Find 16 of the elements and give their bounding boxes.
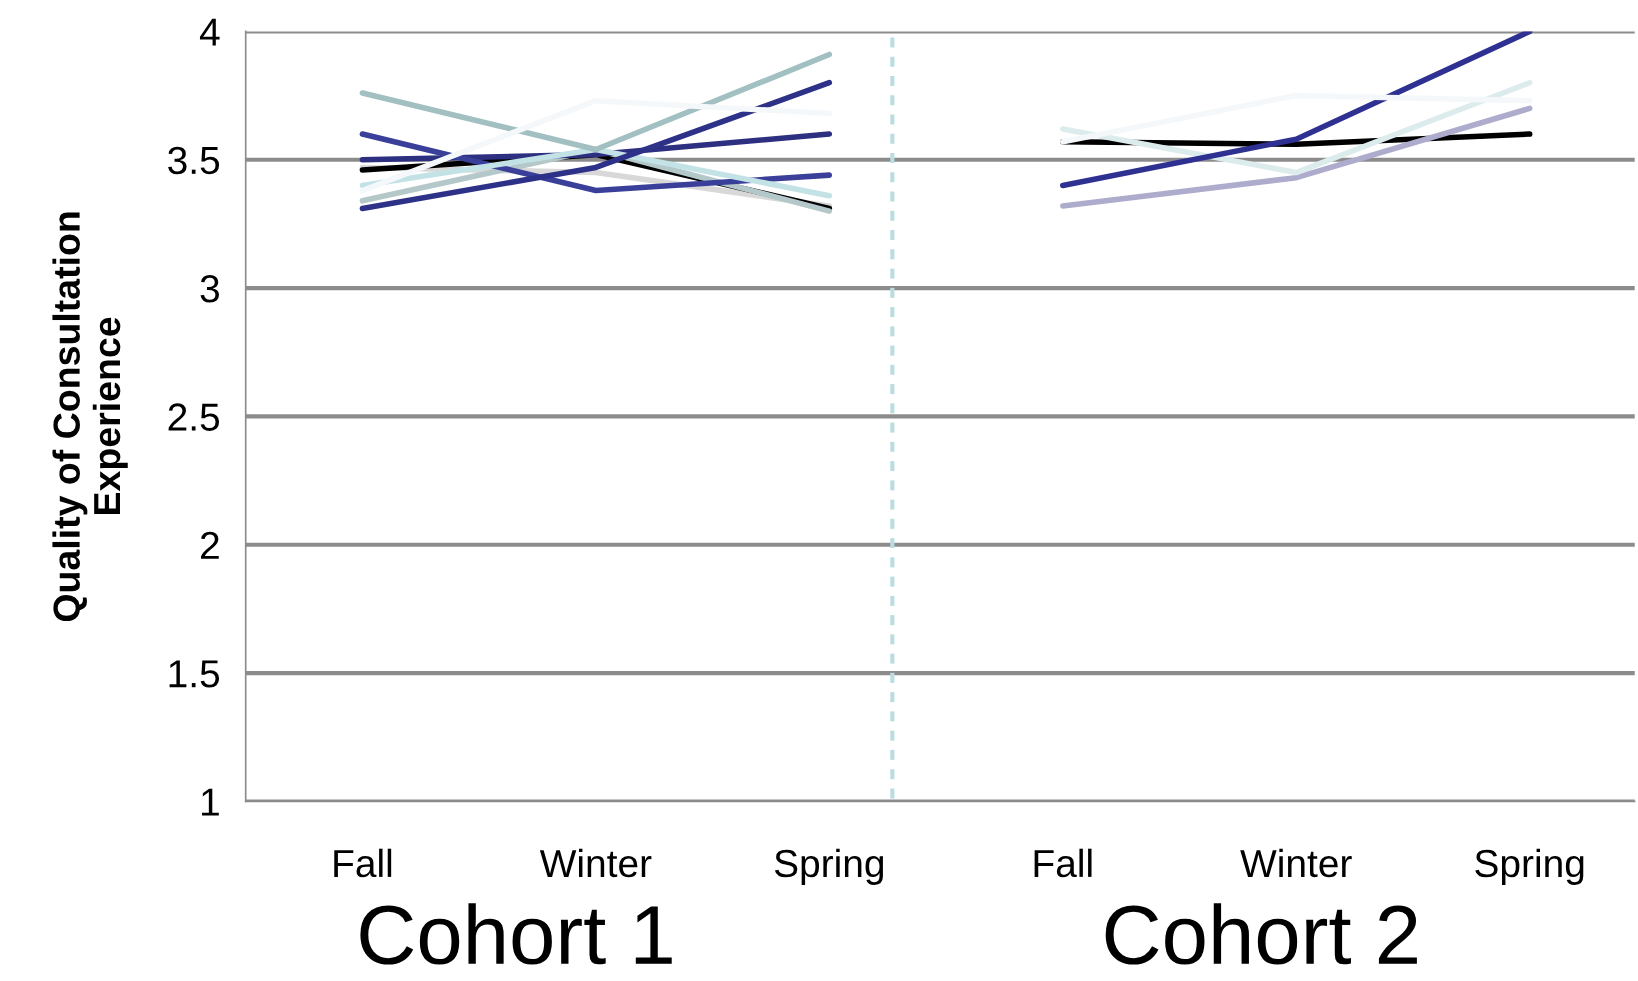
text: Cohort 1 xyxy=(360,903,672,965)
x-tick-label: Spring xyxy=(1475,848,1584,885)
y-tick-label: 2.5 xyxy=(168,403,220,431)
y-tick-label: 3 xyxy=(200,275,219,303)
x-tick-label: Winter xyxy=(1240,848,1352,878)
x-tick-label: Fall xyxy=(334,848,392,878)
text: Cohort 2 xyxy=(1105,903,1417,965)
y-tick-label: 1 xyxy=(202,788,219,816)
y-axis-title: Quality of Consultation Experience xyxy=(52,212,128,622)
x-tick-label: Winter xyxy=(539,848,652,878)
x-tick-label: Fall xyxy=(1034,848,1092,878)
y-tick-label: 4 xyxy=(199,18,220,46)
x-tick-label: Spring xyxy=(774,848,884,885)
y-tick-label: 1.5 xyxy=(169,660,220,688)
y-tick-label: 2 xyxy=(201,531,219,559)
y-tick-label: 3.5 xyxy=(168,146,220,175)
